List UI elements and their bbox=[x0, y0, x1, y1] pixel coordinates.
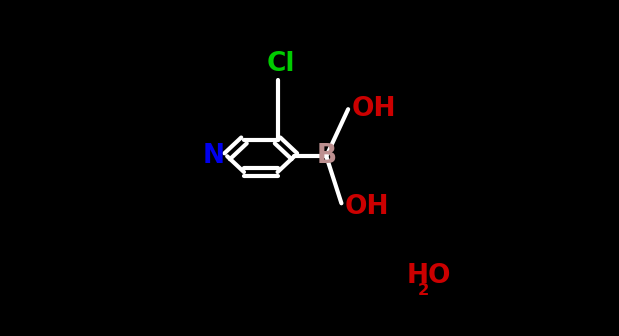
Text: B: B bbox=[316, 143, 336, 169]
Text: O: O bbox=[428, 262, 450, 289]
Text: 2: 2 bbox=[418, 283, 429, 298]
Text: OH: OH bbox=[352, 96, 396, 122]
Text: Cl: Cl bbox=[267, 51, 295, 77]
Text: N: N bbox=[202, 143, 225, 169]
Text: H: H bbox=[407, 262, 429, 289]
Text: OH: OH bbox=[345, 194, 389, 220]
